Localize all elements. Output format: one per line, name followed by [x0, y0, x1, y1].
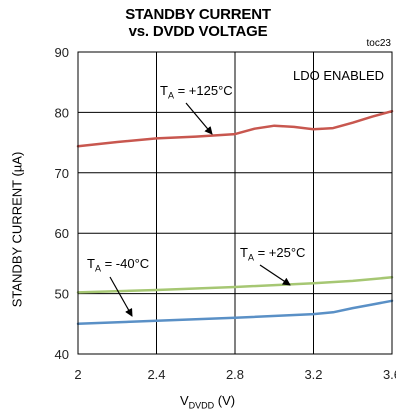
- series-label-125c-rest: = +125°C: [173, 83, 233, 98]
- figure-code: toc23: [366, 38, 391, 49]
- series-label-25c: TA = +25°C: [240, 245, 305, 263]
- series-label-125c: TA = +125°C: [160, 83, 233, 101]
- x-tick-label: 3.2: [304, 367, 322, 382]
- y-tick-label: 90: [55, 45, 69, 60]
- x-tick-labels: 2 2.4 2.8 3.2 3.6: [74, 367, 396, 382]
- series-label-25c-main: T: [240, 245, 248, 260]
- x-tick-label: 2.8: [226, 367, 244, 382]
- series-label-25c-sub: A: [247, 252, 254, 263]
- y-tick-label: 50: [55, 287, 69, 302]
- x-tick-label: 2: [74, 367, 81, 382]
- pointer-arrows: [109, 102, 291, 317]
- x-tick-label: 2.4: [147, 367, 165, 382]
- series-label-m40c: TA = -40°C: [87, 256, 149, 274]
- series-label-m40c-rest: = -40°C: [100, 256, 150, 271]
- series-label-25c-rest: = +25°C: [253, 245, 306, 260]
- series-label-m40c-sub: A: [94, 263, 101, 274]
- arrow-25c: [259, 264, 291, 286]
- y-tick-label: 60: [55, 226, 69, 241]
- x-axis-label-unit: (V): [214, 393, 236, 408]
- series-label-125c-main: T: [160, 83, 168, 98]
- chart-title: STANDBY CURRENT: [125, 6, 271, 23]
- chart-subtitle: vs. DVDD VOLTAGE: [128, 23, 268, 40]
- y-tick-label: 40: [55, 347, 69, 362]
- ldo-annotation: LDO ENABLED: [293, 68, 385, 83]
- y-axis-label: STANDBY CURRENT (µA): [9, 151, 25, 308]
- arrow-m40c: [109, 276, 133, 317]
- plot-frame: [77, 51, 393, 355]
- series-label-m40c-main: T: [87, 256, 95, 271]
- y-tick-label: 80: [55, 105, 69, 120]
- series-label-125c-sub: A: [167, 90, 174, 101]
- x-axis-label-main: V: [180, 393, 189, 408]
- x-axis-label-sub: DVDD: [188, 400, 215, 411]
- x-tick-label: 3.6: [383, 367, 396, 382]
- series-line-25c: [76, 276, 394, 294]
- arrow-125c: [185, 102, 213, 135]
- y-tick-labels: 40 50 60 70 80 90: [55, 45, 69, 362]
- x-axis-label: VDVDD (V): [180, 393, 235, 411]
- y-tick-label: 70: [55, 166, 69, 181]
- series-line-m40c: [76, 299, 394, 326]
- series-lines: [76, 109, 394, 326]
- series-line-125c: [76, 109, 394, 148]
